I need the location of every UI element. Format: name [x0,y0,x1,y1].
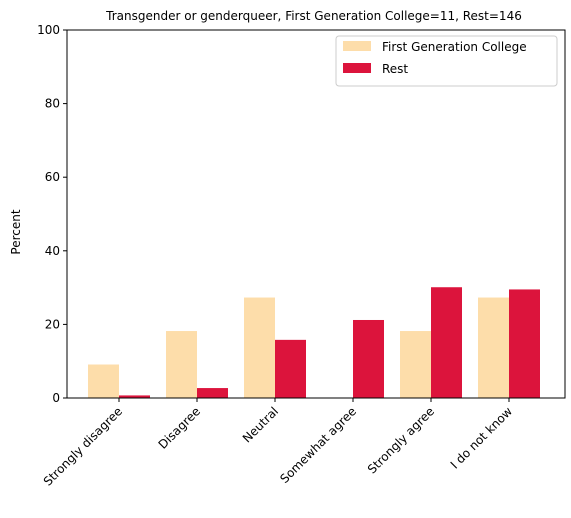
y-tick-label: 100 [37,23,60,37]
y-tick-label: 60 [45,170,60,184]
legend-swatch-first-generation-college [343,41,371,51]
legend-box [335,35,558,87]
bar-rest-3 [353,319,384,398]
bar-first-generation-college-2 [244,297,275,398]
bar-rest-0 [119,395,150,398]
y-axis-label: Percent [9,209,23,254]
x-tick-label: I do not know [448,404,516,472]
axes-layer: 0 20 40 60 80 100 Strongly disagree Disagree Neu… [37,23,566,489]
bar-first-generation-college-4 [400,331,431,398]
y-tick-label: 0 [52,391,60,405]
y-tick-label: 20 [45,317,60,331]
bar-rest-2 [275,339,306,398]
legend-label: First Generation College [382,40,527,54]
bar-first-generation-college-1 [166,331,197,398]
legend-swatch-rest [343,63,371,73]
legend-label: Rest [382,62,408,76]
bar-rest-5 [509,289,540,398]
y-tick-label: 40 [45,244,60,258]
x-tick-label: Neutral [240,404,281,445]
bar-first-generation-college-5 [478,297,509,398]
chart-title: Transgender or genderqueer, First Genera… [105,9,522,23]
x-tick-label: Strongly agree [365,404,437,476]
plot-frame [66,29,566,399]
legend: First Generation College Rest [335,35,558,87]
bars-layer [88,287,540,398]
bar-first-generation-college-0 [88,364,119,398]
bar-rest-4 [431,287,462,398]
bar-rest-1 [197,388,228,398]
x-tick-label: Strongly disagree [41,404,125,488]
x-tick-label: Somewhat agree [277,404,359,486]
x-tick-label: Disagree [156,404,204,452]
y-tick-label: 80 [45,97,60,111]
